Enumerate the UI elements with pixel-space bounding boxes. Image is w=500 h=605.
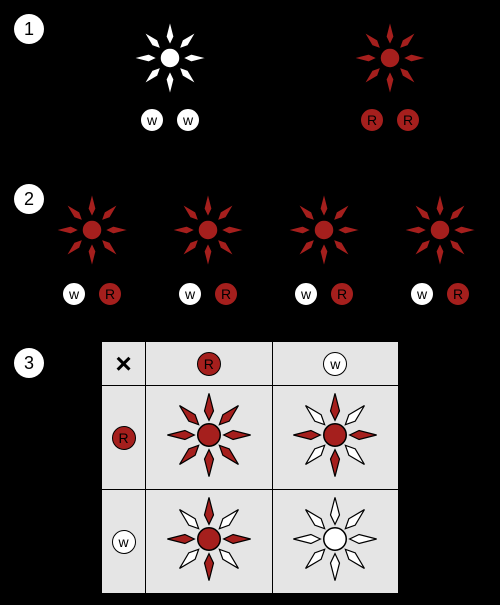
allele-badge: w (62, 282, 86, 306)
punnett-table: × R w R w (101, 341, 399, 594)
allele-badge: w (112, 530, 136, 554)
cross-icon: × (115, 348, 131, 379)
step-label: 3 (24, 353, 34, 374)
step-badge-2: 2 (14, 184, 44, 214)
allele-label: R (367, 112, 377, 128)
punnett-cell (146, 490, 273, 594)
allele-label: w (417, 286, 427, 302)
flower-parent-white (130, 18, 210, 103)
allele-badge: w (323, 352, 347, 376)
allele-label: R (221, 286, 231, 302)
punnett-col-header: w (272, 342, 399, 386)
step-badge-1: 1 (14, 14, 44, 44)
flower-f1 (400, 190, 480, 275)
allele-label: w (183, 112, 193, 128)
allele-label: w (147, 112, 157, 128)
allele-badge: R (446, 282, 470, 306)
punnett-cell (272, 490, 399, 594)
allele-label: R (105, 286, 115, 302)
allele-badge: w (176, 108, 200, 132)
allele-badge: w (140, 108, 164, 132)
allele-badge: w (410, 282, 434, 306)
allele-label: R (403, 112, 413, 128)
allele-badge: R (98, 282, 122, 306)
step-label: 2 (24, 189, 34, 210)
punnett-row-header: w (102, 490, 146, 594)
step-label: 1 (24, 19, 34, 40)
flower-f1 (284, 190, 364, 275)
flower-parent-red (350, 18, 430, 103)
step-badge-3: 3 (14, 348, 44, 378)
punnett-cell (146, 386, 273, 490)
allele-badge: R (112, 426, 136, 450)
allele-badge: R (214, 282, 238, 306)
allele-label: w (185, 286, 195, 302)
allele-badge: R (396, 108, 420, 132)
allele-label: R (453, 286, 463, 302)
punnett-row-header: R (102, 386, 146, 490)
allele-badge: R (330, 282, 354, 306)
punnett-cross-cell: × (102, 342, 146, 386)
allele-label: w (301, 286, 311, 302)
allele-label: w (330, 356, 340, 372)
allele-badge: w (294, 282, 318, 306)
allele-badge: w (178, 282, 202, 306)
allele-label: R (118, 430, 128, 446)
allele-label: w (118, 534, 128, 550)
punnett-square: × R w R w (100, 340, 400, 595)
flower-f1 (52, 190, 132, 275)
punnett-cell (272, 386, 399, 490)
allele-badge: R (360, 108, 384, 132)
allele-label: w (69, 286, 79, 302)
punnett-col-header: R (146, 342, 273, 386)
flower-f1 (168, 190, 248, 275)
allele-label: R (204, 356, 214, 372)
allele-badge: R (197, 352, 221, 376)
allele-label: R (337, 286, 347, 302)
